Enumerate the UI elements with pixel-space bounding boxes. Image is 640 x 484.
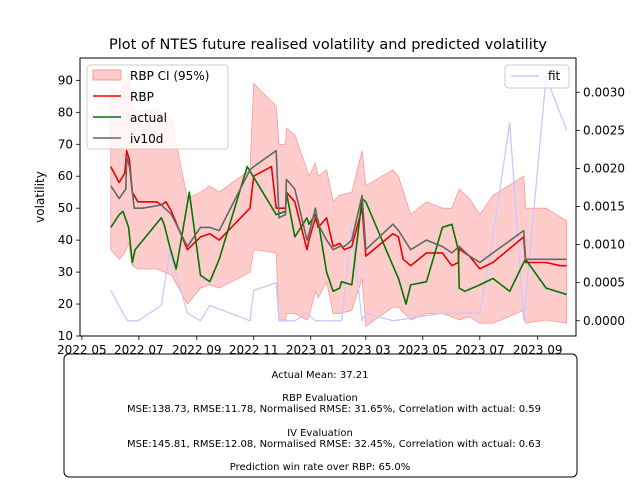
stats-box: Actual Mean: 37.21 RBP Evaluation MSE:13… [63, 353, 578, 478]
y2-tick-label: 0.0010 [583, 238, 625, 252]
ci-band [110, 73, 568, 328]
y2-tick-label: 0.0025 [583, 123, 625, 137]
y-tick-label: 80 [58, 105, 73, 119]
y-tick-label: 60 [58, 169, 73, 183]
series-line-iv10d [110, 149, 567, 264]
series-line-rbp [110, 149, 567, 270]
y-tick-label: 70 [58, 137, 73, 151]
y2-tick-label: 0.0030 [583, 85, 625, 99]
chart-title: Plot of NTES future realised volatility … [109, 37, 547, 53]
legend-actual-label: actual [130, 111, 167, 125]
stats-rbp-header: RBP Evaluation [282, 393, 358, 404]
y2-tick-label: 0.0015 [583, 200, 625, 214]
y-axis-label: volatility [33, 171, 47, 223]
stats-iv-metrics: MSE:145.81, RMSE:12.08, Normalised RMSE:… [127, 439, 541, 450]
legend-ci-label: RBP CI (95%) [130, 69, 209, 83]
y-tick-label: 50 [58, 201, 73, 215]
y-tick-label: 10 [58, 329, 73, 343]
legend-iv10d-label: iv10d [130, 132, 163, 146]
y-tick-label: 90 [58, 73, 73, 87]
series-line-actual [110, 165, 567, 305]
series-line-fit [110, 76, 568, 322]
legend-rbp-label: RBP [130, 90, 154, 104]
y-tick-label: 20 [58, 297, 73, 311]
legend-fit-label: fit [548, 69, 561, 83]
legend-ci-swatch [92, 69, 122, 81]
legend-left: RBP CI (95%) RBP actual iv10d [86, 64, 229, 150]
y2-tick-label: 0.0000 [583, 314, 625, 328]
stats-rbp-metrics: MSE:138.73, RMSE:11.78, Normalised RMSE:… [127, 404, 541, 415]
plot-frame [79, 57, 577, 337]
stats-iv-header: IV Evaluation [287, 428, 353, 439]
y-tick-label: 40 [58, 233, 73, 247]
y2-tick-label: 0.0005 [583, 276, 625, 290]
y-tick-label: 30 [58, 265, 73, 279]
stats-win-rate: Prediction win rate over RBP: 65.0% [230, 462, 410, 473]
stats-actual-mean: Actual Mean: 37.21 [272, 370, 369, 381]
y2-tick-label: 0.0020 [583, 161, 625, 175]
legend-right: fit [504, 64, 570, 89]
